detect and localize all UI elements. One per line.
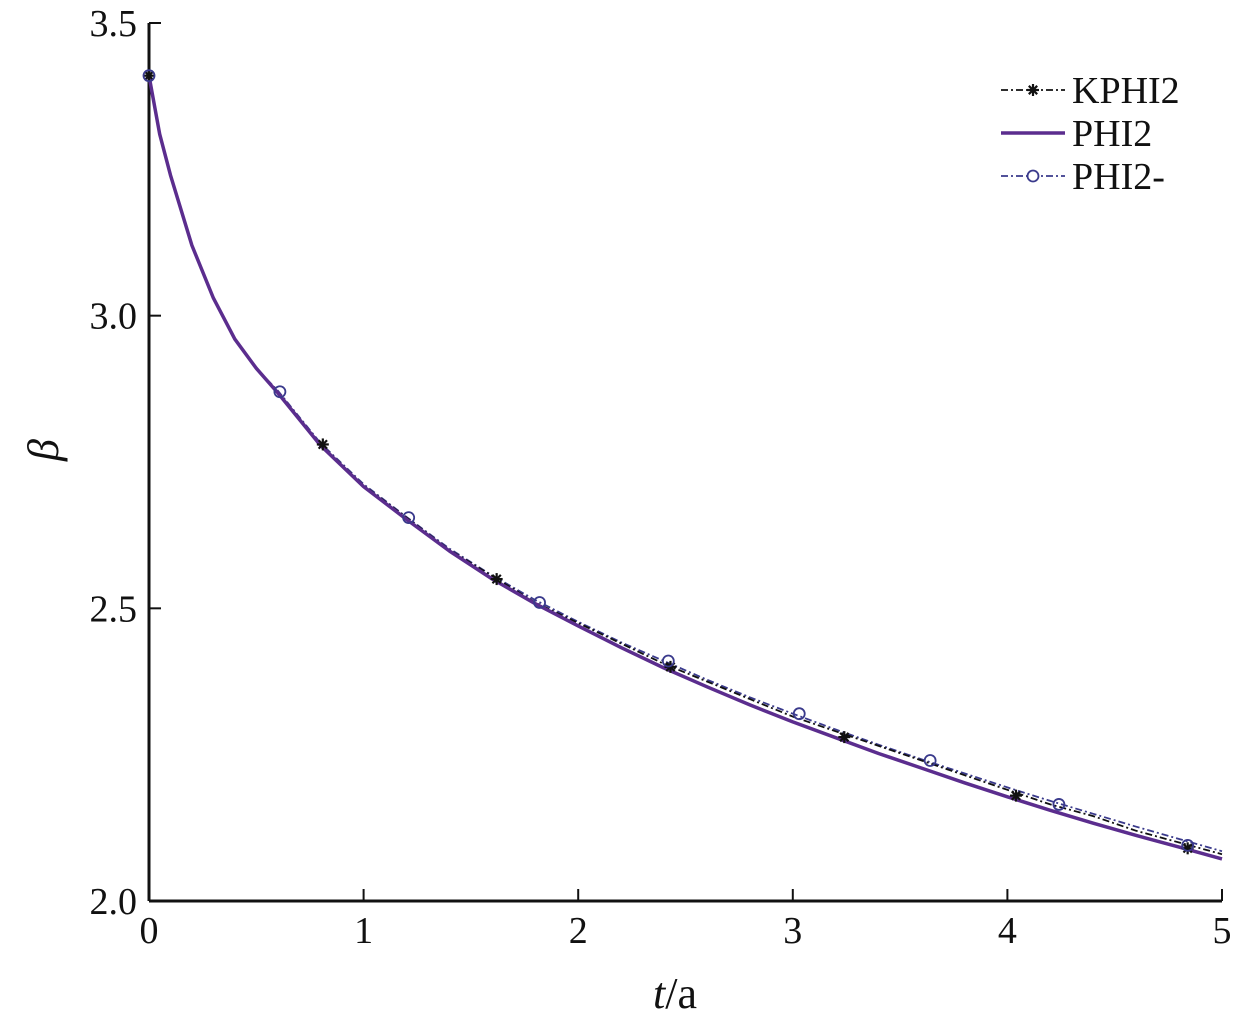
tick-labels: 0 1 2 3 4 5 2.0 2.5 3.0 3.5	[90, 3, 1232, 952]
marker-kphi2	[838, 731, 851, 744]
x-axis-label-rest: /a	[665, 969, 697, 1018]
legend-label: PHI2	[1072, 113, 1152, 155]
x-tick-label: 0	[140, 910, 159, 952]
x-axis-label-italic: t	[653, 969, 667, 1018]
marker-phi2-minus	[142, 69, 156, 83]
series-line-phi2-minus	[148, 75, 1223, 853]
marker-phi2-minus	[661, 654, 675, 668]
marker-phi2-minus	[273, 385, 287, 399]
legend-marker	[1026, 169, 1040, 183]
marker-phi2-minus	[1052, 798, 1066, 811]
x-tick-label: 3	[783, 910, 802, 952]
x-axis-label: t/a	[653, 969, 697, 1018]
marker-phi2-minus	[1181, 838, 1195, 852]
marker-phi2-minus	[923, 754, 937, 767]
marker-kphi2	[316, 438, 329, 451]
axes	[147, 22, 1223, 903]
series-curves	[147, 75, 1223, 861]
legend-entry: KPHI2	[1001, 70, 1180, 112]
legend-label: PHI2-	[1072, 156, 1165, 198]
marker-kphi2	[143, 69, 155, 82]
legend-entry: PHI2-	[1001, 156, 1165, 198]
series-markers	[142, 69, 1195, 855]
legend-entry: PHI2	[1001, 113, 1152, 155]
x-tick-label: 1	[354, 910, 373, 952]
x-tick-label: 4	[998, 910, 1017, 952]
x-tick-label: 5	[1213, 910, 1232, 952]
series-line-kphi2	[148, 75, 1223, 856]
marker-kphi2	[1009, 789, 1022, 802]
series-line-phi2	[147, 75, 1223, 861]
y-tick-label: 2.5	[90, 588, 138, 630]
marker-kphi2	[490, 573, 503, 586]
marker-phi2-minus	[792, 707, 806, 721]
marker-phi2-minus	[533, 596, 546, 609]
legend-marker	[1027, 84, 1039, 96]
y-axis-label: β	[19, 439, 68, 462]
y-tick-label: 3.5	[90, 3, 138, 45]
legend-label: KPHI2	[1072, 70, 1180, 112]
y-tick-label: 3.0	[90, 296, 138, 338]
marker-phi2-minus	[402, 511, 416, 525]
y-tick-label: 2.0	[90, 881, 138, 923]
x-tick-label: 2	[569, 910, 588, 952]
